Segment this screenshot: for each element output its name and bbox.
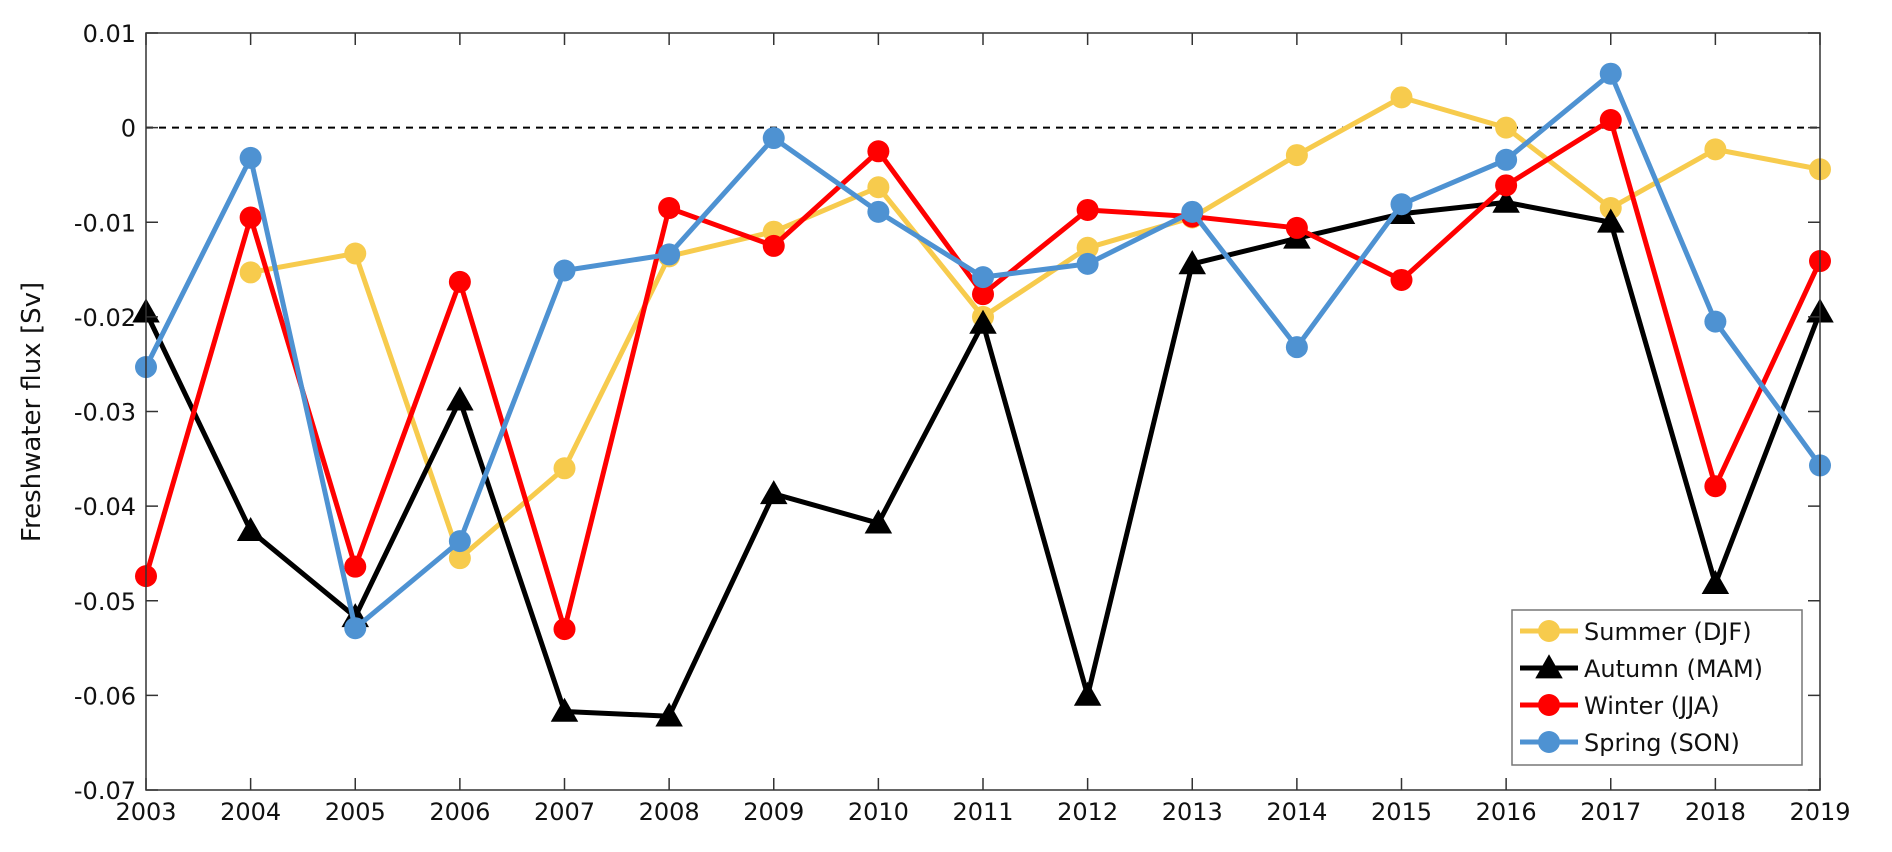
data-point [1495,148,1518,171]
legend-label: Autumn (MAM) [1584,655,1763,683]
data-point [1076,198,1099,221]
data-point [1181,200,1204,223]
data-point [448,530,471,553]
data-point [1076,236,1099,259]
data-point [1390,268,1413,291]
data-point [344,617,367,640]
legend-entry: Autumn (MAM) [1520,654,1763,683]
data-point [972,283,994,306]
data-point [344,555,367,578]
x-tick-label: 2018 [1685,798,1746,826]
y-tick-label: -0.04 [74,493,136,521]
x-tick-label: 2009 [743,798,804,826]
x-tick-label: 2004 [220,798,281,826]
data-point [1178,250,1206,275]
data-point [1495,174,1518,197]
legend-marker [1538,620,1560,642]
axes: 2003 2004 2005 2006 2007 2008 2009 2010 2011 2012… [74,20,1851,826]
y-tick-label: -0.03 [74,399,136,427]
data-point [1076,252,1099,275]
data-point [658,197,681,220]
y-tick-label: 0.01 [83,20,136,48]
y-tick-label: -0.07 [74,777,136,805]
y-tick-label: -0.06 [74,682,136,710]
data-point [550,697,579,722]
data-point [1597,208,1625,233]
data-point [239,146,262,169]
x-tick-label: 2016 [1476,798,1537,826]
data-point [864,509,893,534]
y-tick-label: -0.02 [74,304,136,332]
data-point [1285,144,1308,167]
x-tick-label: 2008 [639,798,700,826]
data-point [344,242,367,265]
data-point [1492,188,1520,213]
data-point [1285,336,1308,359]
legend-marker [1535,654,1563,679]
x-tick-label: 2007 [534,798,595,826]
data-point [760,480,788,505]
data-point [969,309,997,334]
data-point [446,386,474,411]
legend-entry: Spring (SON) [1520,729,1740,757]
series-spring [135,62,1831,640]
series-line [250,94,1821,561]
data-point [553,457,576,480]
data-point [448,270,471,293]
data-point [1495,116,1518,139]
x-tick-label: 2006 [429,798,490,826]
data-point [1701,569,1730,595]
x-tick-label: 2011 [952,798,1013,826]
y-tick-label: 0 [121,115,136,143]
series-winter [135,109,1831,641]
x-tick-label: 2013 [1162,798,1223,826]
data-point [1390,193,1413,216]
data-point [867,200,890,223]
data-point [553,259,576,282]
x-tick-label: 2012 [1057,798,1118,826]
data-point [1599,62,1622,85]
legend-label: Spring (SON) [1584,729,1740,757]
x-tick-label: 2019 [1789,798,1850,826]
legend-box [1511,609,1803,766]
data-point [1073,681,1102,706]
data-point [867,140,890,163]
x-tick-label: 2015 [1371,798,1432,826]
y-tick-label: -0.05 [74,588,136,616]
data-point [655,702,683,727]
data-point [1704,138,1727,161]
data-point [236,516,265,542]
data-point [762,127,785,150]
data-point [553,618,576,641]
x-tick-label: 2005 [325,798,386,826]
data-point [1599,109,1622,132]
legend-entry: Winter (JJA) [1520,692,1720,720]
y-tick-label: -0.01 [74,209,136,237]
data-point [1390,86,1413,109]
legend-marker [1538,731,1560,753]
x-tick-label: 2017 [1580,798,1641,826]
y-axis-label: Freshwater flux [Sv] [17,282,47,542]
data-point [867,176,890,199]
x-tick-label: 2010 [848,798,909,826]
series-line [143,71,1823,631]
data-point [239,261,262,284]
data-point [658,243,681,266]
legend-label: Summer (DJF) [1584,618,1752,646]
legend-entry: Summer (DJF) [1520,618,1752,646]
legend-marker [1538,694,1560,716]
legend: Summer (DJF) Autumn (MAM) Winter (JJA) Spri… [1511,609,1803,766]
data-point [448,547,471,570]
data-point [1599,197,1622,220]
data-point [1285,216,1308,239]
x-tick-label: 2014 [1266,798,1327,826]
legend-label: Winter (JJA) [1584,692,1720,720]
x-tick-label: 2003 [115,798,176,826]
data-point [972,266,994,289]
data-point [239,206,262,229]
data-point [1704,310,1727,333]
data-point [762,234,785,257]
data-point [1704,475,1727,498]
